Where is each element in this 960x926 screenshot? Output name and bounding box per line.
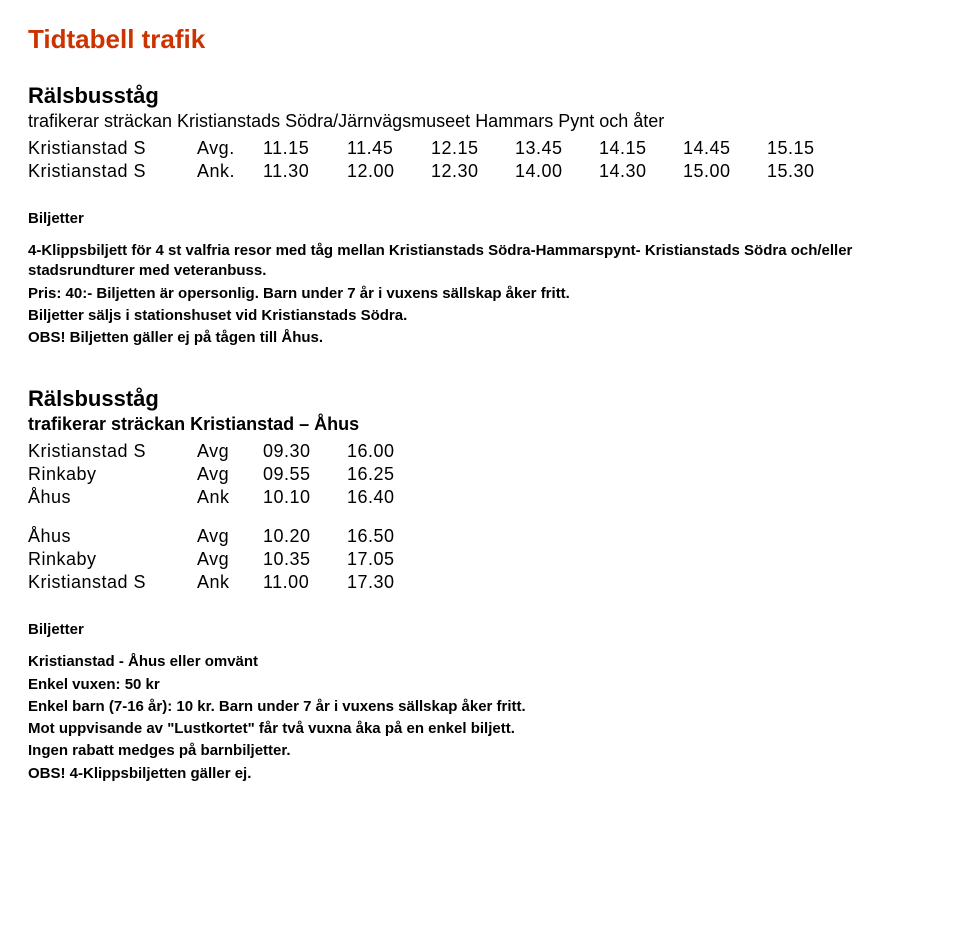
- schedule-row: Kristianstad S Avg. 11.15 11.45 12.15 13…: [28, 138, 932, 159]
- time-cell: 10.20: [263, 526, 333, 547]
- schedule-row: Kristianstad S Ank 11.00 17.30: [28, 572, 932, 593]
- ticket-info: Pris: 40:- Biljetten är opersonlig. Barn…: [28, 284, 932, 304]
- time-cell: 14.30: [599, 161, 669, 182]
- ticket-info: Ingen rabatt medges på barnbiljetter.: [28, 741, 932, 761]
- time-cell: 11.45: [347, 138, 417, 159]
- time-cell: 17.30: [347, 572, 417, 593]
- time-cell: 11.00: [263, 572, 333, 593]
- time-cell: 17.05: [347, 549, 417, 570]
- row-label: Avg: [197, 464, 249, 485]
- ticket-info: OBS! Biljetten gäller ej på tågen till Å…: [28, 328, 932, 348]
- time-cell: 10.10: [263, 487, 333, 508]
- time-cell: 10.35: [263, 549, 333, 570]
- time-cell: 16.40: [347, 487, 417, 508]
- ticket-info: Enkel barn (7-16 år): 10 kr. Barn under …: [28, 697, 932, 717]
- time-cell: 12.30: [431, 161, 501, 182]
- tickets-label: Biljetter: [28, 210, 932, 227]
- schedule-row: Åhus Ank 10.10 16.40: [28, 487, 932, 508]
- time-cell: 14.00: [515, 161, 585, 182]
- schedule-row: Kristianstad S Avg 09.30 16.00: [28, 441, 932, 462]
- ticket-info: Biljetter säljs i stationshuset vid Kris…: [28, 306, 932, 326]
- schedule-row: Rinkaby Avg 10.35 17.05: [28, 549, 932, 570]
- time-cell: 15.15: [767, 138, 837, 159]
- section2-heading: Rälsbusståg: [28, 386, 932, 412]
- section2-route: trafikerar sträckan Kristianstad – Åhus: [28, 414, 932, 435]
- schedule-row: Åhus Avg 10.20 16.50: [28, 526, 932, 547]
- ticket-info: Enkel vuxen: 50 kr: [28, 675, 932, 695]
- ticket-info: OBS! 4-Klippsbiljetten gäller ej.: [28, 764, 932, 784]
- station-name: Kristianstad S: [28, 138, 183, 159]
- station-name: Kristianstad S: [28, 161, 183, 182]
- ticket-info: 4-Klippsbiljett för 4 st valfria resor m…: [28, 241, 932, 282]
- page-title: Tidtabell trafik: [28, 24, 932, 55]
- station-name: Kristianstad S: [28, 441, 183, 462]
- station-name: Rinkaby: [28, 464, 183, 485]
- time-cell: 09.55: [263, 464, 333, 485]
- time-cell: 16.00: [347, 441, 417, 462]
- time-cell: 13.45: [515, 138, 585, 159]
- schedule-row: Rinkaby Avg 09.55 16.25: [28, 464, 932, 485]
- time-cell: 11.30: [263, 161, 333, 182]
- station-name: Åhus: [28, 487, 183, 508]
- schedule-row: Kristianstad S Ank. 11.30 12.00 12.30 14…: [28, 161, 932, 182]
- time-cell: 12.00: [347, 161, 417, 182]
- row-label: Ank: [197, 572, 249, 593]
- time-cell: 11.15: [263, 138, 333, 159]
- station-name: Kristianstad S: [28, 572, 183, 593]
- tickets-label: Biljetter: [28, 621, 932, 638]
- time-cell: 15.00: [683, 161, 753, 182]
- ticket-info: Mot uppvisande av "Lustkortet" får två v…: [28, 719, 932, 739]
- time-cell: 12.15: [431, 138, 501, 159]
- row-label: Ank: [197, 487, 249, 508]
- time-cell: 16.25: [347, 464, 417, 485]
- time-cell: 16.50: [347, 526, 417, 547]
- station-name: Rinkaby: [28, 549, 183, 570]
- time-cell: 09.30: [263, 441, 333, 462]
- row-label: Avg: [197, 441, 249, 462]
- time-cell: 15.30: [767, 161, 837, 182]
- time-cell: 14.15: [599, 138, 669, 159]
- row-label: Avg: [197, 526, 249, 547]
- section1-heading: Rälsbusståg: [28, 83, 932, 109]
- row-label: Avg: [197, 549, 249, 570]
- row-label: Avg.: [197, 138, 249, 159]
- station-name: Åhus: [28, 526, 183, 547]
- section1-route: trafikerar sträckan Kristianstads Södra/…: [28, 111, 932, 132]
- ticket-info: Kristianstad - Åhus eller omvänt: [28, 652, 932, 672]
- time-cell: 14.45: [683, 138, 753, 159]
- row-label: Ank.: [197, 161, 249, 182]
